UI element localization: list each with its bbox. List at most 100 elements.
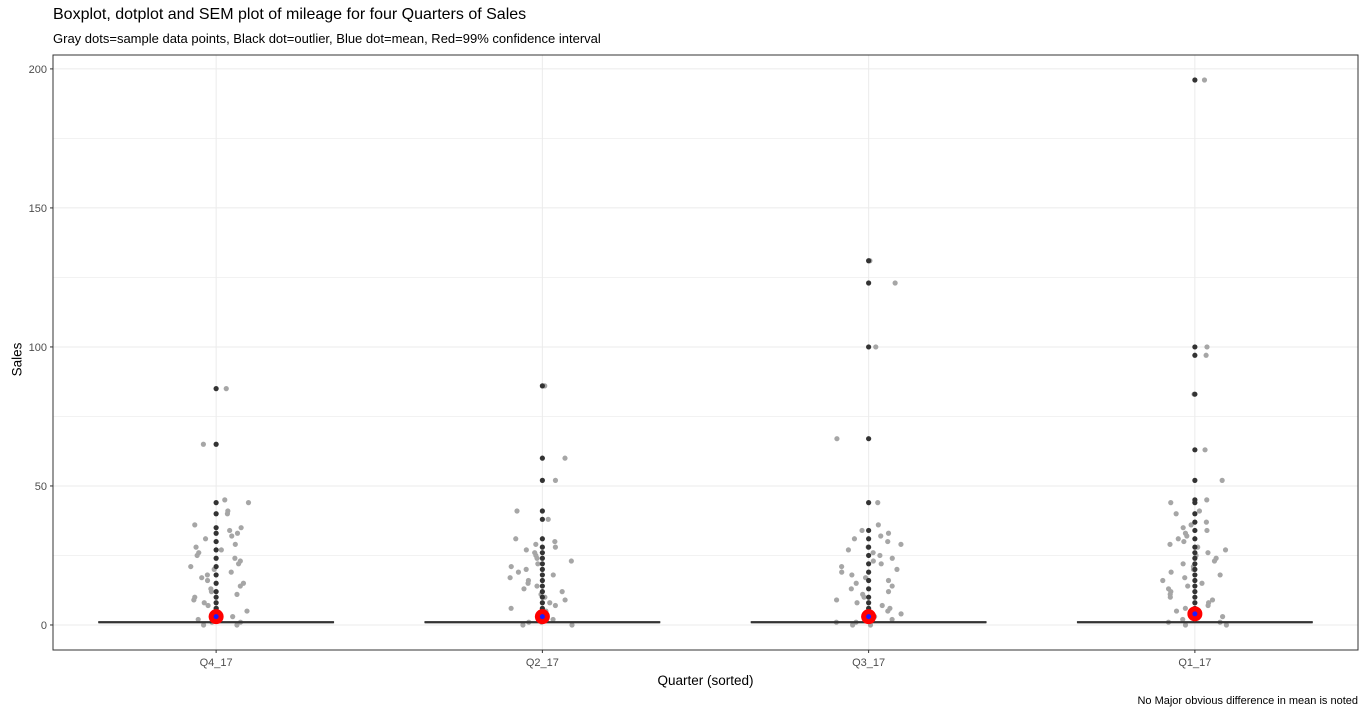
sample-point	[1182, 605, 1188, 611]
sample-point	[192, 522, 198, 528]
sample-point	[208, 589, 215, 595]
sample-point	[1185, 583, 1191, 589]
outlier-point	[539, 508, 545, 514]
sample-point	[849, 572, 855, 578]
sample-point	[889, 583, 895, 589]
sample-point	[199, 575, 205, 581]
sample-point	[232, 541, 238, 547]
sample-point	[200, 622, 207, 628]
outlier-point	[866, 577, 872, 584]
sample-point	[859, 527, 865, 534]
y-tick-label: 150	[29, 203, 47, 215]
sample-point	[202, 536, 209, 542]
sample-point	[534, 583, 540, 589]
sample-point	[195, 616, 201, 623]
sample-point	[227, 527, 233, 534]
sample-point	[535, 561, 541, 567]
sample-point	[854, 600, 860, 606]
outlier-point	[866, 552, 872, 559]
sample-point	[559, 589, 565, 595]
mean-point	[1192, 611, 1198, 617]
chart-subtitle: Gray dots=sample data points, Black dot=…	[53, 31, 601, 46]
sample-point	[552, 477, 559, 483]
outlier-point	[1192, 500, 1198, 506]
sample-point	[204, 577, 211, 584]
sample-point	[894, 566, 900, 572]
sample-point	[1202, 447, 1208, 453]
outlier-point	[1192, 594, 1198, 600]
outlier-point	[213, 600, 219, 606]
sample-point	[1223, 622, 1230, 628]
sample-point	[848, 586, 854, 592]
sample-point	[533, 541, 539, 547]
sample-point	[547, 600, 553, 606]
y-tick-label: 100	[29, 342, 47, 354]
outlier-point	[539, 594, 545, 600]
sample-point	[885, 530, 892, 536]
series-Q4_17	[98, 386, 335, 628]
sample-point	[245, 500, 252, 506]
sample-point	[1182, 575, 1188, 581]
sample-point	[875, 500, 881, 506]
sample-point	[879, 602, 885, 609]
sample-point	[845, 547, 852, 553]
sample-point	[892, 280, 898, 286]
sample-point	[235, 561, 242, 567]
sample-point	[833, 597, 840, 603]
sample-point	[229, 533, 235, 539]
series-Q1_17	[1076, 77, 1313, 628]
sample-point	[552, 602, 558, 609]
sample-point	[204, 572, 210, 578]
sample-point	[228, 569, 234, 575]
outlier-point	[1192, 583, 1198, 589]
sample-point	[898, 541, 904, 547]
outlier-point	[539, 566, 545, 572]
sample-point	[1204, 344, 1210, 350]
sample-point	[200, 441, 206, 447]
outlier-point	[213, 525, 219, 531]
outlier-point	[1192, 572, 1198, 578]
sample-point	[1175, 536, 1181, 542]
sample-point	[875, 522, 881, 528]
sample-point	[1167, 594, 1173, 600]
sample-point	[525, 580, 531, 586]
sample-point	[1173, 511, 1179, 517]
outlier-point	[1192, 600, 1198, 606]
mean-point	[539, 614, 545, 620]
sample-point	[861, 594, 867, 600]
outlier-point	[866, 594, 872, 600]
sample-point	[839, 563, 845, 570]
sample-point	[885, 538, 891, 545]
sample-point	[1211, 558, 1218, 564]
sample-point	[514, 508, 520, 514]
outlier-point	[1192, 511, 1198, 517]
outlier-point	[539, 583, 545, 589]
sample-point	[201, 600, 207, 606]
outlier-point	[1192, 577, 1198, 584]
sample-point	[568, 558, 574, 564]
sample-point	[234, 591, 240, 597]
sample-point	[534, 555, 540, 561]
outlier-point	[539, 455, 545, 461]
sample-point	[873, 344, 879, 350]
sample-point	[889, 616, 895, 623]
y-tick-label: 0	[41, 620, 47, 632]
sample-point	[515, 569, 522, 575]
outlier-point	[539, 536, 545, 542]
sample-point	[521, 586, 527, 592]
sample-point	[885, 577, 892, 584]
sample-point	[1204, 497, 1210, 503]
outlier-point	[539, 477, 545, 483]
sample-point	[520, 622, 526, 628]
outlier-point	[1192, 477, 1198, 483]
outlier-point	[539, 555, 545, 561]
mean-point	[866, 614, 872, 620]
outlier-point	[866, 536, 872, 542]
outlier-point	[866, 258, 872, 264]
y-tick-label: 200	[29, 64, 47, 76]
outlier-point	[1192, 352, 1198, 358]
sample-point	[1167, 541, 1173, 547]
outlier-point	[1192, 519, 1198, 525]
outlier-point	[213, 500, 219, 506]
